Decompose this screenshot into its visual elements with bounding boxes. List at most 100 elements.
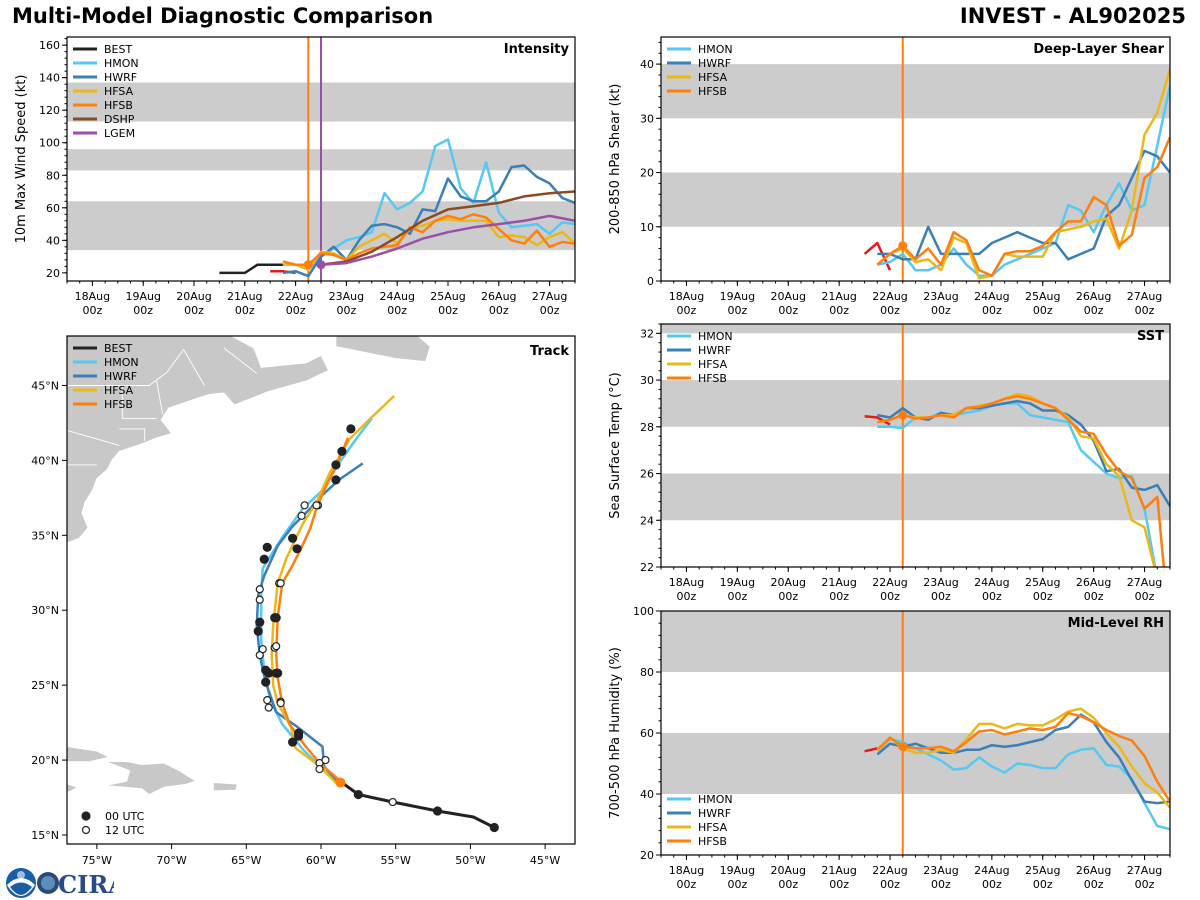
series-line-hfsb	[876, 136, 1170, 277]
x-tick-label-hour: 00z	[931, 878, 951, 891]
plot-area	[67, 37, 575, 281]
x-tick-label-date: 25Aug	[1025, 864, 1060, 877]
x-tick-label-date: 23Aug	[923, 864, 958, 877]
track-marker-12utc	[272, 642, 281, 651]
x-tick-label: 70°W	[156, 854, 186, 867]
x-tick-label-hour: 00z	[540, 304, 560, 317]
marker-legend-item: 12 UTC	[81, 824, 145, 837]
legend-item-dshp: DSHP	[73, 113, 135, 126]
land-hispaniola	[105, 761, 197, 795]
x-tick-label-date: 24Aug	[974, 576, 1009, 589]
land-north-america-coast	[67, 336, 330, 544]
x-tick-label-hour: 00z	[778, 590, 798, 603]
x-tick-label-date: 23Aug	[329, 290, 364, 303]
panel-title: Deep-Layer Shear	[1033, 42, 1164, 57]
x-tick-label-date: 26Aug	[481, 290, 516, 303]
cira-noaa-logo: CIRA	[6, 868, 114, 899]
legend-label: HMON	[104, 356, 139, 369]
track-marker-00utc	[489, 822, 499, 833]
legend-item-hmon: HMON	[73, 57, 139, 70]
legend-label: HWRF	[698, 807, 731, 820]
x-tick-label: 55°W	[381, 854, 411, 867]
threshold-band	[661, 324, 1170, 334]
marker-legend-label: 12 UTC	[105, 824, 145, 837]
x-tick-label-hour: 00z	[1033, 304, 1053, 317]
series-line-obs	[864, 415, 891, 426]
panel-shear: 01020304018Aug00z19Aug00z20Aug00z21Aug00…	[608, 36, 1171, 317]
y-tick-label: 15°N	[31, 829, 59, 842]
y-tick-label: 26	[640, 468, 654, 481]
land-jamaica	[67, 783, 79, 792]
y-tick-label: 80	[46, 169, 60, 182]
x-tick-label-hour: 00z	[1135, 590, 1155, 603]
x-tick-label-hour: 00z	[184, 304, 204, 317]
track-marker-12utc	[276, 579, 285, 588]
y-tick-label: 160	[39, 39, 60, 52]
legend-label: HFSB	[104, 398, 133, 411]
legend-label: HFSB	[104, 99, 133, 112]
state-border	[67, 429, 120, 446]
x-tick-label-date: 21Aug	[227, 290, 262, 303]
legend-label: HMON	[104, 57, 139, 70]
x-tick-label-date: 21Aug	[821, 576, 856, 589]
y-tick-label: 22	[640, 561, 654, 574]
open-circle-icon	[81, 825, 91, 835]
track-marker-00utc	[255, 617, 265, 627]
x-tick-label-hour: 00z	[286, 304, 306, 317]
legend-label: DSHP	[104, 113, 135, 126]
threshold-band	[661, 473, 1170, 521]
x-tick-label-hour: 00z	[1084, 590, 1104, 603]
legend-item-hmon: HMON	[667, 793, 733, 806]
y-tick-label: 40	[46, 234, 60, 247]
x-tick-label-hour: 00z	[982, 878, 1002, 891]
legend-label: HFSB	[698, 372, 727, 385]
x-tick-label-date: 18Aug	[669, 290, 704, 303]
y-tick-label: 30	[640, 112, 654, 125]
marker-legend-item: 00 UTC	[81, 810, 145, 823]
track-line-hmon	[259, 417, 373, 785]
legend-item-hfsa: HFSA	[73, 384, 134, 397]
x-tick-label-date: 20Aug	[771, 290, 806, 303]
x-tick-label-hour: 00z	[829, 878, 849, 891]
x-tick-label-hour: 00z	[727, 304, 747, 317]
panel-title: Track	[530, 344, 569, 359]
x-tick-label-hour: 00z	[778, 304, 798, 317]
x-tick-label-date: 21Aug	[821, 290, 856, 303]
y-axis-title: 200-850 hPa Shear (kt)	[608, 84, 623, 235]
y-axis-title: 700-500 hPa Humidity (%)	[608, 647, 623, 819]
legend-item-lgem: LGEM	[73, 127, 135, 140]
legend-label: BEST	[104, 43, 132, 56]
land-puerto-rico	[212, 782, 238, 792]
legend-label: HFSB	[698, 835, 727, 848]
legend-item-hwrf: HWRF	[667, 57, 731, 70]
legend-item-hfsb: HFSB	[73, 398, 133, 411]
panel-title: Mid-Level RH	[1068, 616, 1164, 631]
y-tick-label: 35°N	[31, 529, 59, 542]
y-tick-label: 120	[39, 104, 60, 117]
x-tick-label-date: 27Aug	[1127, 576, 1162, 589]
legend-label: HFSA	[104, 384, 134, 397]
plot-area	[661, 37, 1170, 281]
x-tick-label-hour: 00z	[1084, 878, 1104, 891]
series-line-hfsb	[282, 213, 575, 266]
track-marker-12utc	[255, 595, 264, 604]
x-tick-label-hour: 00z	[727, 590, 747, 603]
track-marker-00utc	[288, 533, 298, 543]
plot-area	[661, 324, 1170, 567]
y-tick-label: 40	[640, 788, 654, 801]
track-marker-12utc	[255, 651, 264, 660]
x-tick-label-hour: 00z	[880, 878, 900, 891]
x-tick-label-hour: 00z	[83, 304, 103, 317]
x-tick-label-hour: 00z	[829, 590, 849, 603]
marker-legend-label: 00 UTC	[105, 810, 145, 823]
x-tick-label-date: 24Aug	[974, 290, 1009, 303]
track-marker-12utc	[321, 755, 330, 765]
cira-logo-icon: CIRA	[37, 870, 114, 899]
filled-circle-icon	[81, 811, 91, 821]
legend-item-hfsa: HFSA	[667, 821, 728, 834]
x-tick-label-date: 19Aug	[720, 290, 755, 303]
x-tick-label-date: 20Aug	[176, 290, 211, 303]
x-tick-label-date: 22Aug	[872, 290, 907, 303]
storm-id: INVEST - AL902025	[959, 4, 1186, 28]
